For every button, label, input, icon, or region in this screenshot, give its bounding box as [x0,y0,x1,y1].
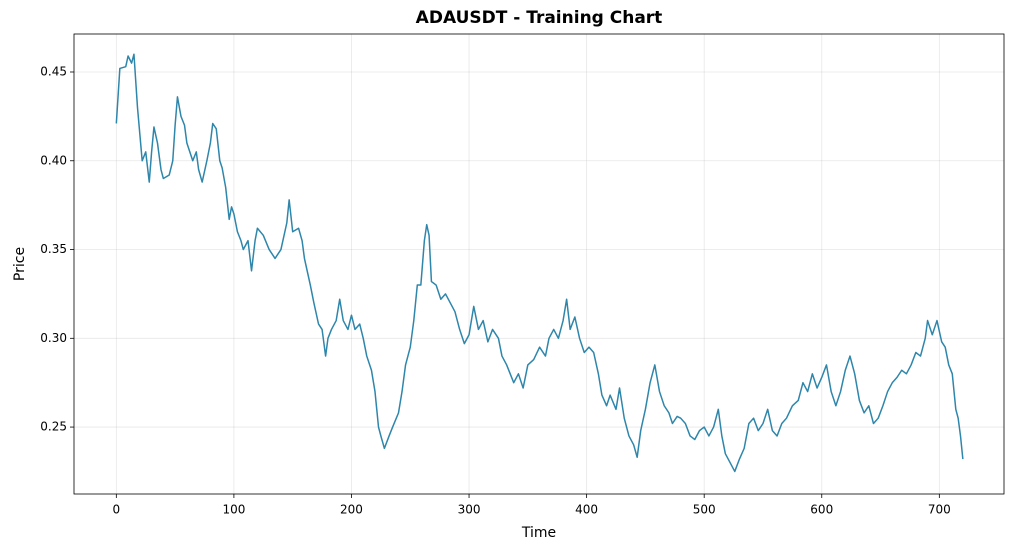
x-tick-label: 700 [928,503,951,517]
y-tick-label: 0.25 [40,420,67,434]
x-tick-label: 600 [810,503,833,517]
y-tick-label: 0.45 [40,64,67,78]
price-line [115,53,964,473]
x-axis-label: Time [521,525,556,541]
x-tick-label: 300 [458,503,481,517]
x-tick-label: 200 [340,503,363,517]
y-tick-label: 0.30 [40,331,67,345]
x-tick-label: 0 [113,503,121,517]
chart-title: ADAUSDT - Training Chart [416,8,663,28]
x-tick-label: 400 [575,503,598,517]
y-axis-label: Price [12,247,28,281]
y-tick-label: 0.40 [40,153,67,167]
plot-frame [73,33,1005,495]
x-tick-label: 100 [222,503,245,517]
y-tick-label: 0.35 [40,242,67,256]
x-tick-label: 500 [693,503,716,517]
